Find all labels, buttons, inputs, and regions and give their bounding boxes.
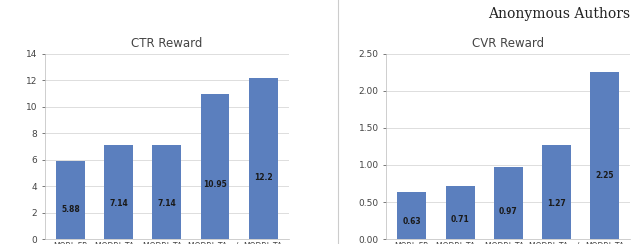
Text: 12.2: 12.2 <box>254 173 273 182</box>
Bar <box>152 144 181 239</box>
Bar <box>542 145 571 239</box>
Bar <box>104 144 133 239</box>
Text: 0.63: 0.63 <box>403 217 421 226</box>
Text: 7.14: 7.14 <box>109 199 128 208</box>
Text: 0.97: 0.97 <box>499 207 518 216</box>
Bar <box>445 186 475 239</box>
Text: 10.95: 10.95 <box>203 180 227 189</box>
Bar <box>249 78 278 239</box>
Bar <box>200 94 230 239</box>
Text: 5.88: 5.88 <box>61 205 80 214</box>
Title: CVR Reward: CVR Reward <box>472 37 545 50</box>
Text: 7.14: 7.14 <box>157 199 176 208</box>
Bar <box>494 167 523 239</box>
Text: 0.71: 0.71 <box>451 215 470 224</box>
Text: Anonymous Authors: Anonymous Authors <box>488 7 630 21</box>
Text: 1.27: 1.27 <box>547 199 566 208</box>
Text: 2.25: 2.25 <box>596 171 614 180</box>
Bar <box>397 192 426 239</box>
Title: CTR Reward: CTR Reward <box>131 37 202 50</box>
Bar <box>56 161 85 239</box>
Bar <box>590 72 620 239</box>
